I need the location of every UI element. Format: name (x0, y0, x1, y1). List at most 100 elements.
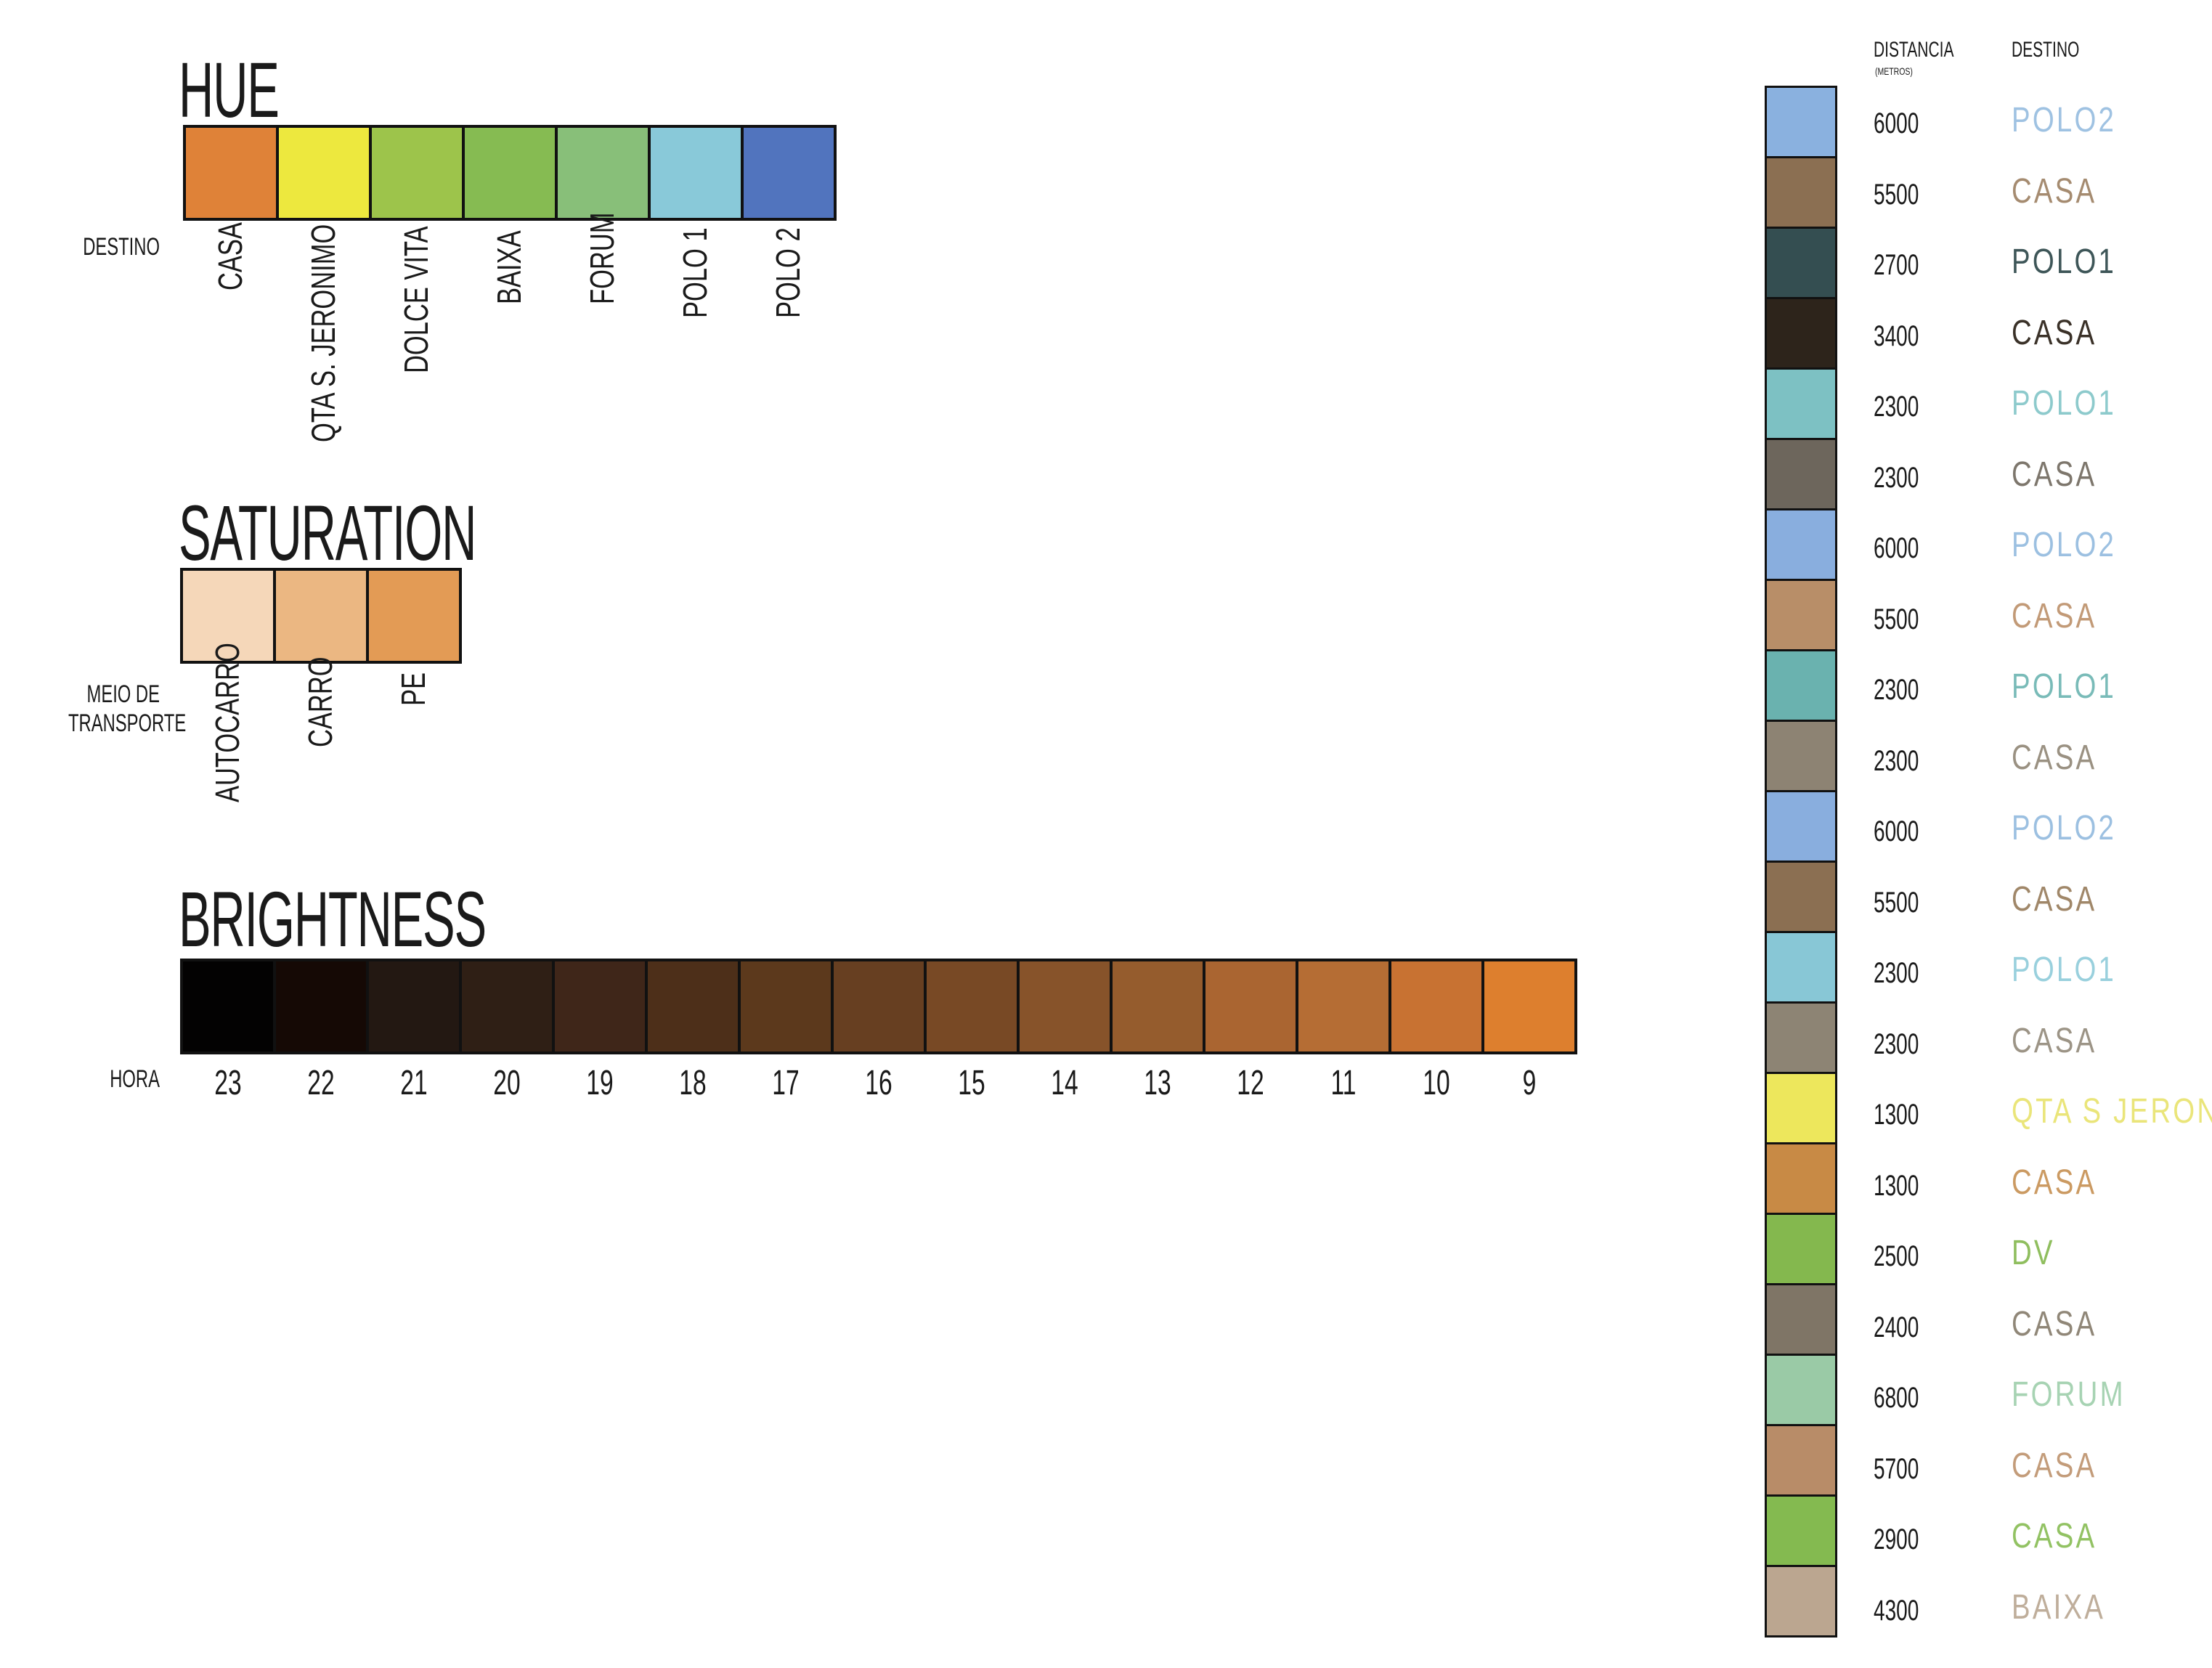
brightness-swatch-row (180, 959, 1577, 1054)
legend-swatch-7 (1765, 508, 1837, 581)
brightness-swatch-5 (552, 959, 648, 1054)
hue-label-1: CASA (211, 221, 249, 290)
saturation-swatch-2 (273, 568, 369, 664)
legend-swatch-2 (1765, 156, 1837, 229)
brightness-swatch-8 (831, 959, 927, 1054)
legend-swatch-1 (1765, 86, 1837, 158)
legend-swatch-17 (1765, 1213, 1837, 1285)
saturation-label-1: AUTOCARRO (208, 642, 246, 802)
brightness-swatch-10 (1017, 959, 1113, 1054)
legend-destination-17: DV (2012, 1234, 2055, 1272)
brightness-swatch-1 (180, 959, 276, 1054)
saturation-label-3: PE (394, 672, 432, 706)
legend-swatch-22 (1765, 1565, 1837, 1638)
hue-label-7: POLO 2 (769, 227, 807, 318)
legend-destination-22: BAIXA (2012, 1587, 2106, 1627)
hue-swatch-3 (369, 125, 465, 221)
hue-swatch-1 (183, 125, 279, 221)
legend-destination-5: POLO1 (2012, 384, 2117, 423)
legend-distance-7: 6000 (1874, 532, 1919, 564)
legend-destination-14: CASA (2012, 1021, 2097, 1060)
brightness-swatch-9 (924, 959, 1020, 1054)
brightness-label-4: 20 (493, 1064, 521, 1102)
legend-destination-9: POLO1 (2012, 667, 2117, 706)
legend-distance-2: 5500 (1874, 178, 1919, 211)
legend-swatch-8 (1765, 579, 1837, 651)
saturation-label-2: CARRO (301, 656, 339, 747)
brightness-label-10: 14 (1051, 1064, 1078, 1102)
brightness-swatch-12 (1203, 959, 1298, 1054)
legend-distance-3: 2700 (1874, 249, 1919, 281)
hue-swatch-6 (648, 125, 744, 221)
legend-destination-19: FORUM (2012, 1375, 2126, 1414)
legend-distance-11: 6000 (1874, 815, 1919, 847)
legend-swatch-13 (1765, 931, 1837, 1004)
legend-swatch-18 (1765, 1283, 1837, 1356)
hue-title: HUE (179, 46, 280, 134)
hue-swatch-7 (741, 125, 837, 221)
brightness-label-7: 17 (772, 1064, 800, 1102)
legend-swatch-4 (1765, 297, 1837, 370)
legend-distance-16: 1300 (1874, 1169, 1919, 1202)
legend-distance-17: 2500 (1874, 1240, 1919, 1272)
legend-swatch-11 (1765, 790, 1837, 863)
legend-distance-9: 2300 (1874, 674, 1919, 706)
brightness-label-2: 22 (307, 1064, 335, 1102)
legend-distance-6: 2300 (1874, 461, 1919, 494)
brightness-swatch-3 (366, 959, 462, 1054)
legend-destination-6: CASA (2012, 455, 2097, 494)
brightness-label-6: 18 (679, 1064, 707, 1102)
legend-destination-1: POLO2 (2012, 101, 2117, 139)
saturation-swatch-3 (366, 568, 462, 664)
legend-destination-16: CASA (2012, 1163, 2097, 1202)
hue-label-5: FORUM (583, 212, 621, 304)
brightness-label-3: 21 (400, 1064, 428, 1102)
brightness-label-12: 12 (1237, 1064, 1264, 1102)
hue-swatch-row (183, 125, 837, 221)
legend-destination-18: CASA (2012, 1304, 2097, 1343)
legend-destination-7: POLO2 (2012, 526, 2117, 564)
legend-destination-header: DESTINO (2012, 38, 2080, 62)
legend-distance-header: DISTANCIA (1874, 38, 1954, 62)
brightness-label-8: 16 (865, 1064, 892, 1102)
brightness-label-5: 19 (586, 1064, 614, 1102)
saturation-title: SATURATION (179, 489, 476, 577)
legend-destination-4: CASA (2012, 313, 2097, 352)
legend-destination-10: CASA (2012, 738, 2097, 777)
brightness-label-11: 13 (1144, 1064, 1171, 1102)
hue-label-4: BAIXA (490, 230, 528, 304)
saturation-swatch-row (180, 568, 462, 664)
legend-swatch-15 (1765, 1072, 1837, 1144)
brightness-swatch-6 (645, 959, 741, 1054)
brightness-swatch-13 (1296, 959, 1391, 1054)
legend-destination-13: POLO1 (2012, 951, 2117, 989)
legend-destination-8: CASA (2012, 596, 2097, 635)
saturation-swatch-1 (180, 568, 276, 664)
hue-row-label: DESTINO (83, 233, 160, 261)
brightness-swatch-15 (1481, 959, 1577, 1054)
legend-distance-18: 2400 (1874, 1311, 1919, 1343)
brightness-swatch-4 (459, 959, 555, 1054)
legend-distance-14: 2300 (1874, 1028, 1919, 1060)
brightness-title: BRIGHTNESS (179, 875, 487, 963)
legend-destination-2: CASA (2012, 171, 2097, 211)
legend-distance-8: 5500 (1874, 603, 1919, 635)
hue-label-3: DOLCE VITA (397, 226, 435, 373)
hue-swatch-4 (462, 125, 558, 221)
brightness-swatch-14 (1388, 959, 1484, 1054)
brightness-label-14: 10 (1423, 1064, 1450, 1102)
hue-swatch-2 (276, 125, 372, 221)
legend-distance-21: 2900 (1874, 1523, 1919, 1555)
legend-distance-5: 2300 (1874, 391, 1919, 423)
saturation-row-label-line1: MEIO DE (86, 680, 160, 708)
brightness-swatch-2 (273, 959, 369, 1054)
legend-destination-12: CASA (2012, 879, 2097, 919)
legend-destination-3: POLO1 (2012, 243, 2117, 281)
brightness-label-1: 23 (214, 1064, 242, 1102)
legend-swatch-21 (1765, 1494, 1837, 1567)
hue-swatch-5 (555, 125, 651, 221)
legend-distance-12: 5500 (1874, 886, 1919, 919)
legend-destination-20: CASA (2012, 1446, 2097, 1485)
legend-destination-15: QTA S JERON (2012, 1092, 2212, 1131)
legend-distance-19: 6800 (1874, 1382, 1919, 1414)
